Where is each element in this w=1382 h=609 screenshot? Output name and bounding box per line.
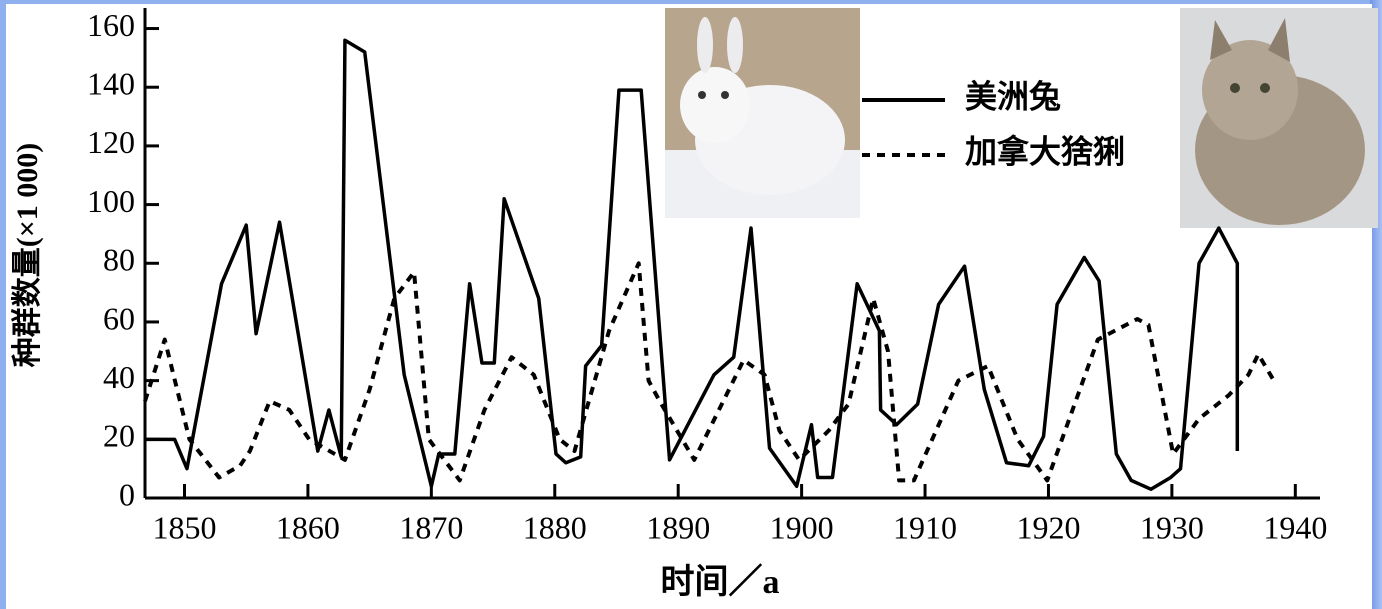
- x-tick-label: 1890: [646, 509, 710, 545]
- y-tick-label: 80: [103, 242, 135, 278]
- chart: 种群数量(×1 000) 时间／a 美洲兔加拿大猞猁 0 20 40 60 80 100 1…: [0, 0, 1382, 609]
- y-tick-label: 160: [87, 7, 135, 43]
- y-axis-title: 种群数量(×1 000): [11, 143, 44, 368]
- y-tick-label: 140: [87, 66, 135, 102]
- y-tick-label: 20: [103, 418, 135, 454]
- y-tick-label: 0: [119, 476, 135, 512]
- x-tick-label: 1900: [770, 509, 834, 545]
- x-tick-label: 1880: [523, 509, 587, 545]
- y-tick-label: 120: [87, 124, 135, 160]
- x-tick-label: 1870: [399, 509, 463, 545]
- y-tick-label: 60: [103, 300, 135, 336]
- x-tick-label: 1910: [893, 509, 957, 545]
- legend-label: 加拿大猞猁: [965, 133, 1125, 169]
- x-tick-label: 1930: [1140, 509, 1204, 545]
- x-tick-label: 1860: [276, 509, 340, 545]
- hare-photo: [665, 8, 860, 218]
- page: 种群数量(×1 000) 时间／a 美洲兔加拿大猞猁 0 20 40 60 80 100 1…: [0, 0, 1382, 609]
- y-tick-label: 100: [87, 183, 135, 219]
- y-tick-label: 40: [103, 359, 135, 395]
- x-tick-label: 1920: [1016, 509, 1080, 545]
- x-tick-label: 1850: [152, 509, 216, 545]
- lynx-photo: [1180, 8, 1378, 228]
- x-tick-label: 1940: [1263, 509, 1327, 545]
- x-axis-title: 时间／a: [661, 563, 780, 601]
- legend-label: 美洲兔: [965, 78, 1061, 114]
